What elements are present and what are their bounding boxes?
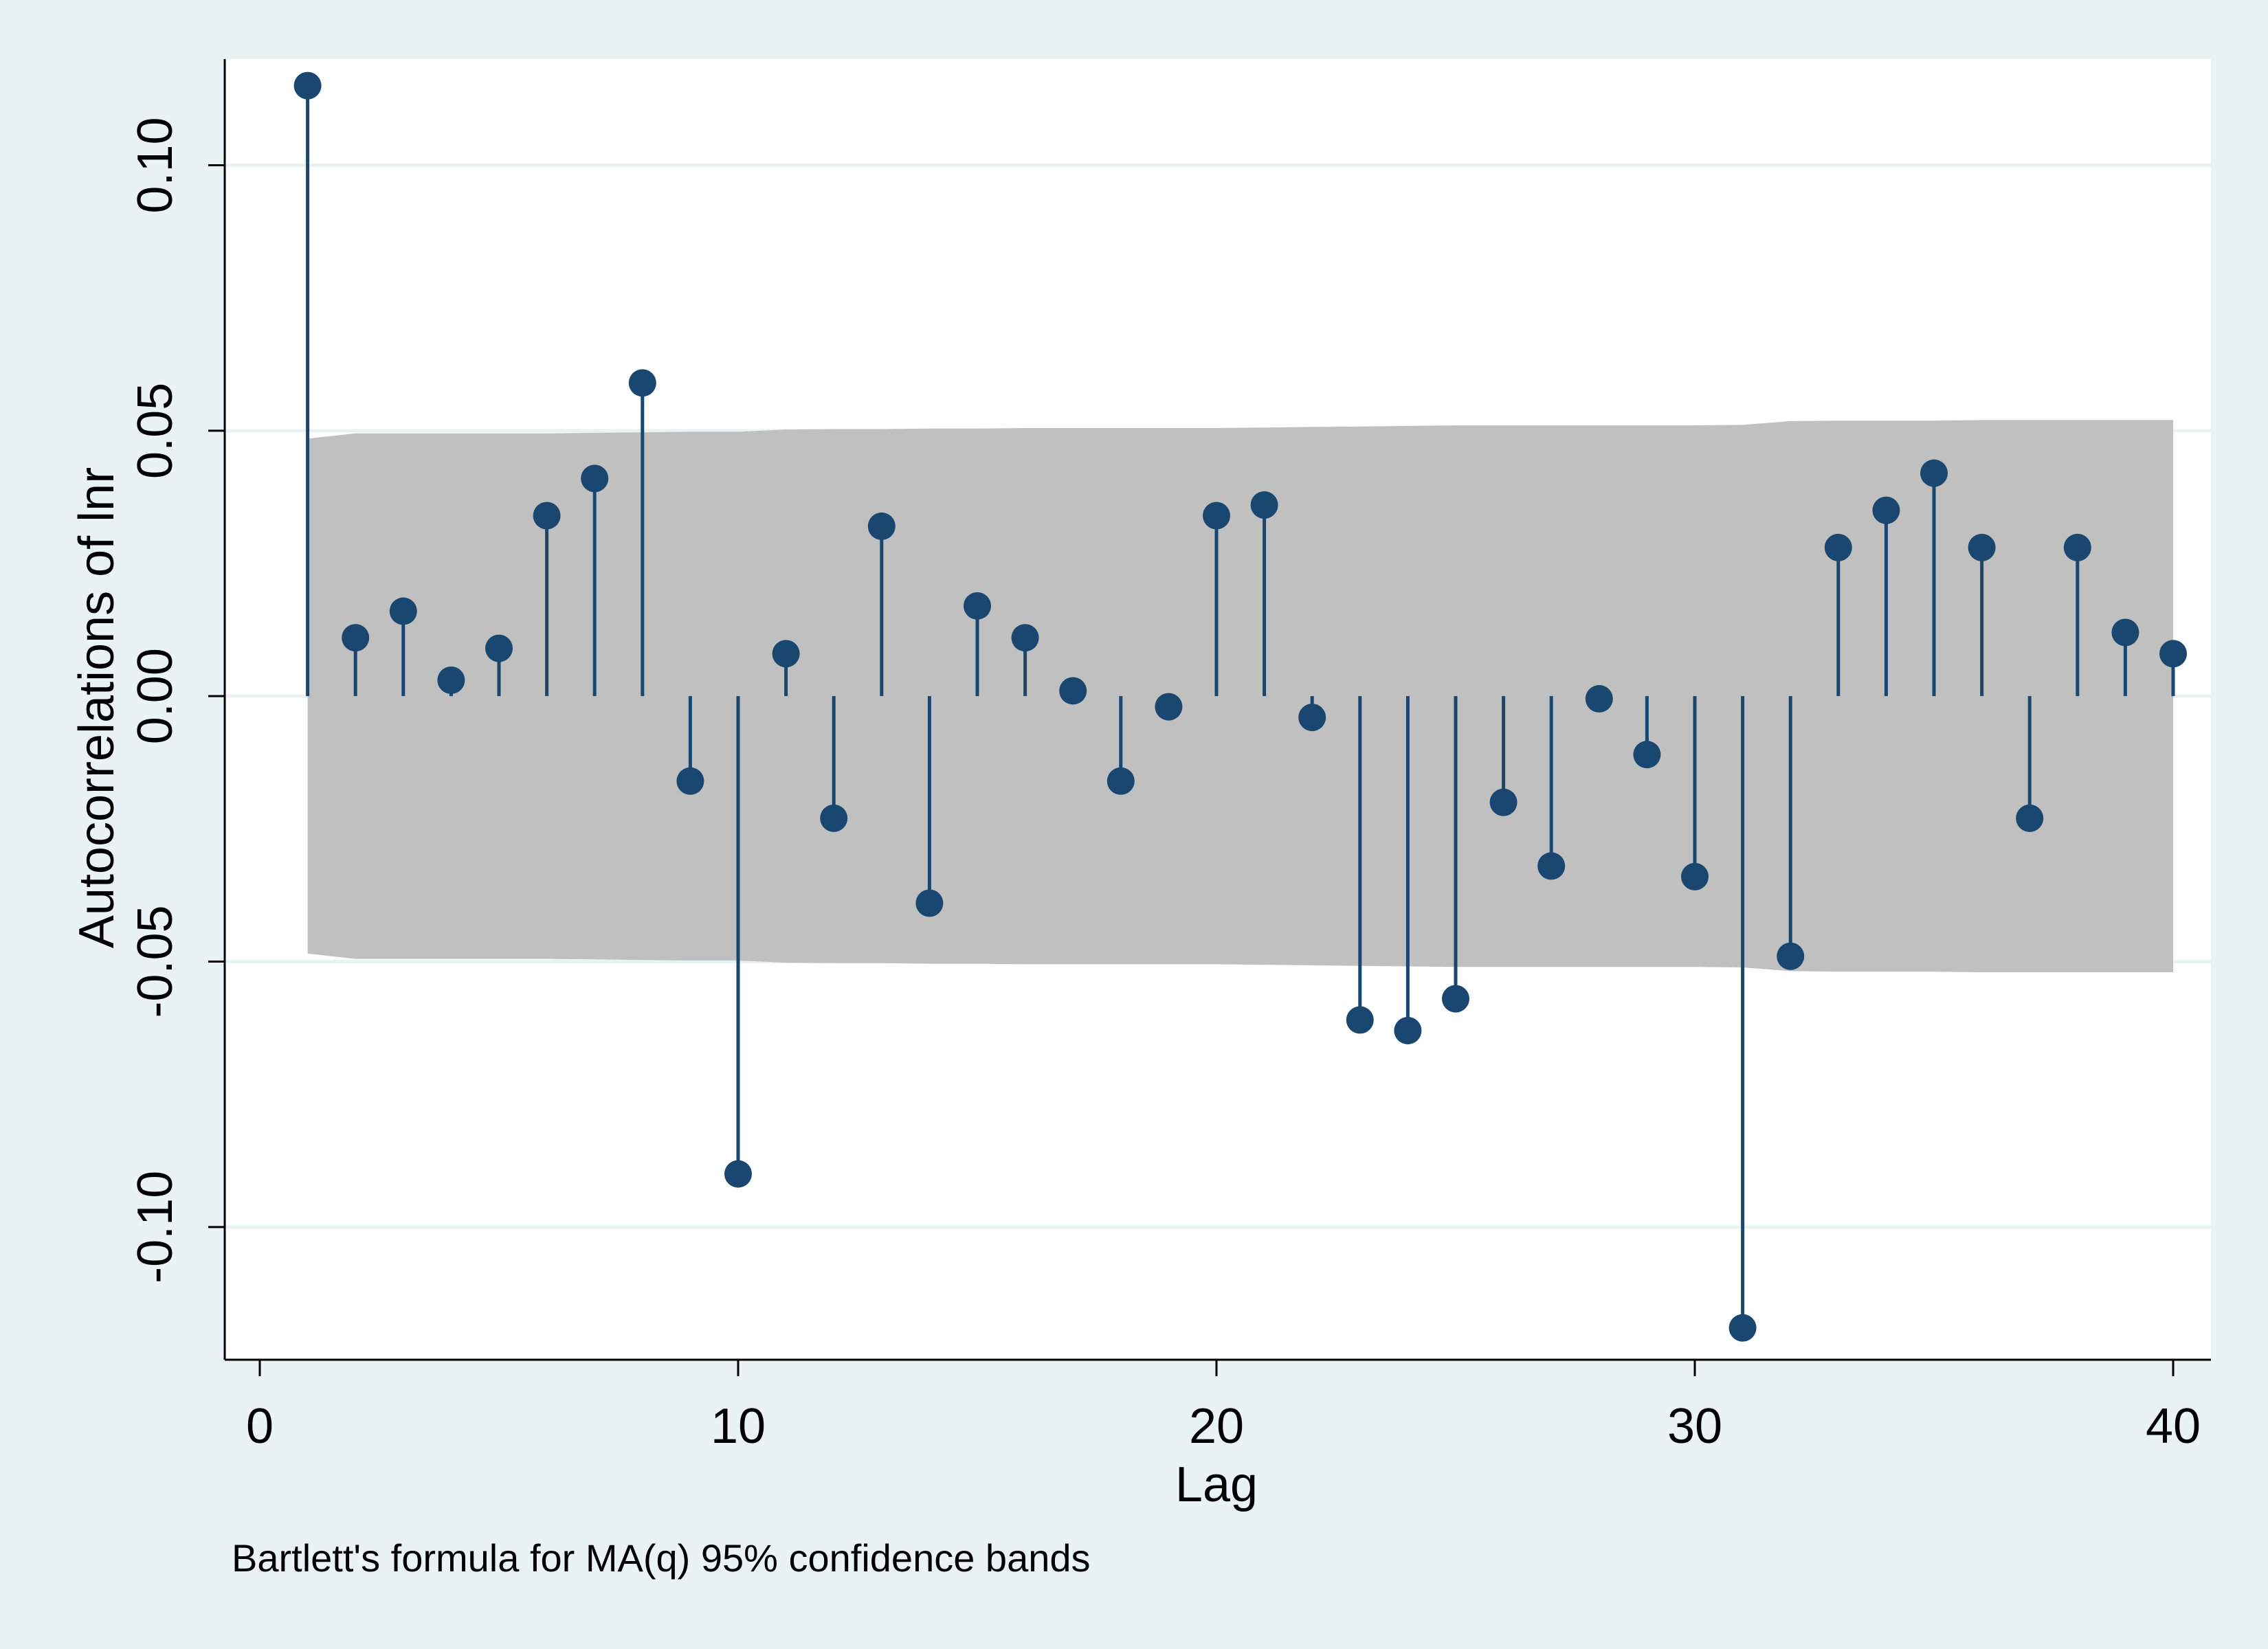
acf-point-lag-29 xyxy=(1633,741,1661,769)
acf-point-lag-30 xyxy=(1681,862,1709,890)
acf-point-lag-10 xyxy=(724,1160,752,1188)
acf-point-lag-3 xyxy=(389,597,417,625)
y-axis-ticks: -0.10 -0.05 0.00 0.05 0.10 xyxy=(128,117,225,1283)
acf-point-lag-32 xyxy=(1777,942,1805,970)
acf-point-lag-8 xyxy=(628,369,656,397)
acf-point-lag-40 xyxy=(2159,640,2187,668)
x-tick-label: 30 xyxy=(1667,1399,1722,1454)
acf-point-lag-5 xyxy=(485,634,513,662)
acf-point-lag-28 xyxy=(1585,685,1613,713)
acf-point-lag-33 xyxy=(1824,533,1852,561)
y-tick-label: 0.10 xyxy=(128,117,183,213)
x-tick-label: 40 xyxy=(2146,1399,2201,1454)
acf-point-lag-27 xyxy=(1537,852,1566,880)
acf-point-lag-39 xyxy=(2111,618,2139,647)
acf-point-lag-14 xyxy=(915,889,944,917)
acf-point-lag-37 xyxy=(2016,804,2044,832)
x-tick-label: 10 xyxy=(711,1399,766,1454)
x-axis-title: Lag xyxy=(1175,1457,1258,1512)
y-axis-title: Autocorrelations of lnr xyxy=(69,467,124,948)
y-tick-label: 0.05 xyxy=(128,383,183,479)
acf-point-lag-12 xyxy=(820,804,848,832)
acf-point-lag-16 xyxy=(1011,624,1039,652)
chart-note: Bartlett's formula for MA(q) 95% confide… xyxy=(232,1536,1091,1580)
acf-point-lag-21 xyxy=(1250,491,1278,519)
acf-point-lag-38 xyxy=(2063,533,2091,561)
acf-point-lag-2 xyxy=(342,624,370,652)
acf-point-lag-24 xyxy=(1394,1016,1422,1044)
acf-point-lag-4 xyxy=(437,666,465,695)
y-tick-label: 0.00 xyxy=(128,648,183,744)
confidence-band xyxy=(307,420,2173,972)
x-tick-label: 0 xyxy=(246,1399,274,1454)
acf-point-lag-13 xyxy=(867,512,896,540)
acf-point-lag-31 xyxy=(1728,1314,1757,1342)
acf-point-lag-9 xyxy=(676,767,704,795)
x-axis-ticks: 0 10 20 30 40 xyxy=(246,1360,2201,1454)
acf-point-lag-23 xyxy=(1346,1006,1374,1034)
acf-point-lag-7 xyxy=(581,464,609,493)
acf-point-lag-6 xyxy=(533,502,561,530)
acf-point-lag-35 xyxy=(1920,459,1948,487)
y-tick-label: -0.05 xyxy=(128,905,183,1018)
y-tick-label: -0.10 xyxy=(128,1171,183,1283)
acf-point-lag-17 xyxy=(1059,677,1087,705)
acf-point-lag-11 xyxy=(772,640,800,668)
x-tick-label: 20 xyxy=(1189,1399,1244,1454)
acf-point-lag-36 xyxy=(1968,533,1996,561)
acf-point-lag-34 xyxy=(1872,496,1900,524)
acf-point-lag-22 xyxy=(1298,704,1326,732)
acf-point-lag-26 xyxy=(1489,788,1517,816)
acf-point-lag-20 xyxy=(1203,502,1230,530)
acf-point-lag-25 xyxy=(1442,985,1469,1013)
acf-point-lag-19 xyxy=(1155,693,1183,721)
acf-stems xyxy=(293,71,2187,1342)
acf-point-lag-1 xyxy=(293,71,322,100)
acf-point-lag-15 xyxy=(964,592,991,620)
acf-point-lag-18 xyxy=(1107,767,1135,795)
